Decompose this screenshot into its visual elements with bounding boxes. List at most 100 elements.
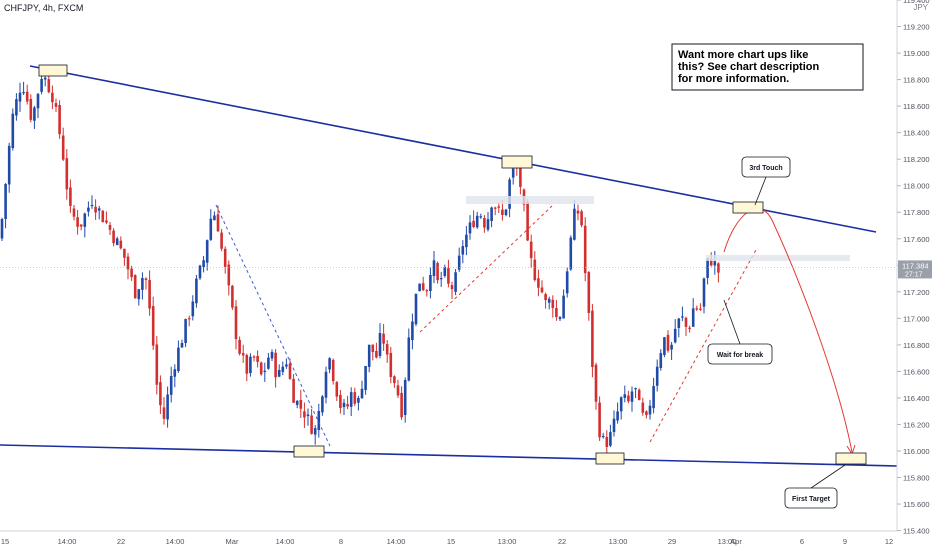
candle[interactable] bbox=[457, 255, 461, 270]
time-tick-label[interactable]: 13:00 bbox=[609, 537, 628, 546]
candle[interactable] bbox=[11, 113, 15, 149]
candle[interactable] bbox=[357, 397, 360, 403]
candle[interactable] bbox=[389, 352, 393, 377]
candle[interactable] bbox=[108, 224, 112, 230]
candle[interactable] bbox=[454, 272, 457, 292]
candle[interactable] bbox=[591, 310, 594, 368]
candle[interactable] bbox=[79, 224, 83, 227]
candle[interactable] bbox=[339, 394, 342, 409]
candle[interactable] bbox=[342, 402, 346, 408]
price-tick-label[interactable]: 118.600 bbox=[903, 102, 930, 111]
candle[interactable] bbox=[29, 98, 33, 120]
price-tick-label[interactable]: 117.600 bbox=[903, 235, 930, 244]
candle[interactable] bbox=[396, 385, 400, 396]
candle[interactable] bbox=[259, 362, 263, 375]
price-tick-label[interactable]: 116.400 bbox=[903, 394, 930, 403]
candle[interactable] bbox=[76, 217, 79, 227]
time-tick-label[interactable]: 29 bbox=[668, 537, 676, 546]
time-tick-label[interactable]: 12 bbox=[885, 537, 893, 546]
candle[interactable] bbox=[684, 317, 688, 327]
price-tick-label[interactable]: 115.600 bbox=[903, 500, 930, 509]
candle[interactable] bbox=[90, 204, 94, 207]
candle[interactable] bbox=[303, 411, 306, 418]
candle[interactable] bbox=[666, 334, 670, 351]
candle[interactable] bbox=[36, 93, 40, 109]
candle[interactable] bbox=[321, 396, 324, 413]
candle[interactable] bbox=[634, 388, 637, 390]
candle[interactable] bbox=[40, 78, 43, 92]
candle[interactable] bbox=[562, 295, 565, 319]
candle[interactable] bbox=[216, 214, 220, 232]
candle[interactable] bbox=[223, 248, 227, 267]
candle[interactable] bbox=[688, 327, 691, 329]
candle[interactable] bbox=[400, 392, 403, 418]
price-tick-label[interactable]: 116.800 bbox=[903, 341, 930, 350]
candle[interactable] bbox=[227, 264, 231, 286]
candle[interactable] bbox=[295, 400, 299, 405]
candle[interactable] bbox=[187, 318, 191, 320]
candle[interactable] bbox=[364, 365, 367, 390]
candle[interactable] bbox=[717, 263, 720, 273]
candle[interactable] bbox=[450, 285, 454, 290]
candle[interactable] bbox=[51, 92, 54, 103]
candle[interactable] bbox=[429, 274, 432, 291]
candle[interactable] bbox=[360, 388, 364, 399]
candle[interactable] bbox=[558, 317, 562, 320]
time-tick-label[interactable]: 8 bbox=[339, 537, 343, 546]
candle[interactable] bbox=[205, 240, 209, 263]
candle[interactable] bbox=[583, 225, 587, 274]
time-tick-label[interactable]: 13:00 bbox=[498, 537, 517, 546]
candle[interactable] bbox=[137, 289, 141, 300]
candle[interactable] bbox=[699, 308, 702, 310]
candle[interactable] bbox=[533, 259, 537, 281]
candle[interactable] bbox=[267, 357, 270, 369]
candle[interactable] bbox=[432, 260, 436, 277]
candle[interactable] bbox=[565, 271, 569, 294]
projection-arrow[interactable] bbox=[723, 208, 853, 453]
candle[interactable] bbox=[15, 99, 18, 116]
candle[interactable] bbox=[234, 306, 238, 340]
candle[interactable] bbox=[612, 418, 616, 433]
dashed-channel-red[interactable] bbox=[419, 205, 553, 333]
candle[interactable] bbox=[191, 301, 195, 317]
time-axis[interactable]: 15 14:00 22 14:00 Mar 14:00 8 14:00 15 13:00 22 13:… bbox=[0, 530, 897, 546]
touch-box[interactable] bbox=[501, 155, 533, 169]
candle[interactable] bbox=[407, 337, 411, 381]
candle[interactable] bbox=[101, 210, 105, 223]
candle[interactable] bbox=[627, 395, 630, 402]
candle[interactable] bbox=[425, 290, 429, 292]
candle[interactable] bbox=[43, 77, 47, 80]
candle[interactable] bbox=[130, 268, 133, 278]
candle[interactable] bbox=[623, 394, 627, 398]
candle[interactable] bbox=[220, 232, 223, 249]
candle[interactable] bbox=[601, 435, 605, 438]
candle[interactable] bbox=[166, 394, 169, 420]
candle[interactable] bbox=[576, 210, 580, 214]
candle[interactable] bbox=[213, 215, 216, 221]
candle[interactable] bbox=[414, 293, 418, 325]
candle[interactable] bbox=[69, 187, 72, 206]
candle[interactable] bbox=[202, 260, 205, 267]
candle[interactable] bbox=[263, 370, 267, 373]
candle[interactable] bbox=[677, 318, 681, 328]
candle[interactable] bbox=[519, 166, 522, 187]
candle[interactable] bbox=[605, 437, 609, 447]
price-tick-label[interactable]: 117.200 bbox=[903, 288, 930, 297]
candle[interactable] bbox=[169, 376, 173, 395]
time-tick-label[interactable]: 22 bbox=[117, 537, 125, 546]
candle[interactable] bbox=[501, 209, 504, 215]
candle[interactable] bbox=[285, 364, 288, 367]
candle[interactable] bbox=[306, 414, 310, 417]
candle[interactable] bbox=[180, 343, 184, 348]
candle[interactable] bbox=[385, 344, 389, 355]
candle[interactable] bbox=[479, 216, 483, 218]
touch-box[interactable] bbox=[293, 445, 325, 458]
candles-layer[interactable] bbox=[0, 69, 720, 455]
lower-trendline[interactable] bbox=[0, 444, 898, 467]
candle[interactable] bbox=[133, 275, 137, 299]
candle[interactable] bbox=[281, 366, 285, 372]
candle[interactable] bbox=[598, 402, 601, 438]
candle[interactable] bbox=[335, 382, 339, 397]
candle[interactable] bbox=[641, 402, 645, 413]
candle[interactable] bbox=[411, 321, 414, 341]
